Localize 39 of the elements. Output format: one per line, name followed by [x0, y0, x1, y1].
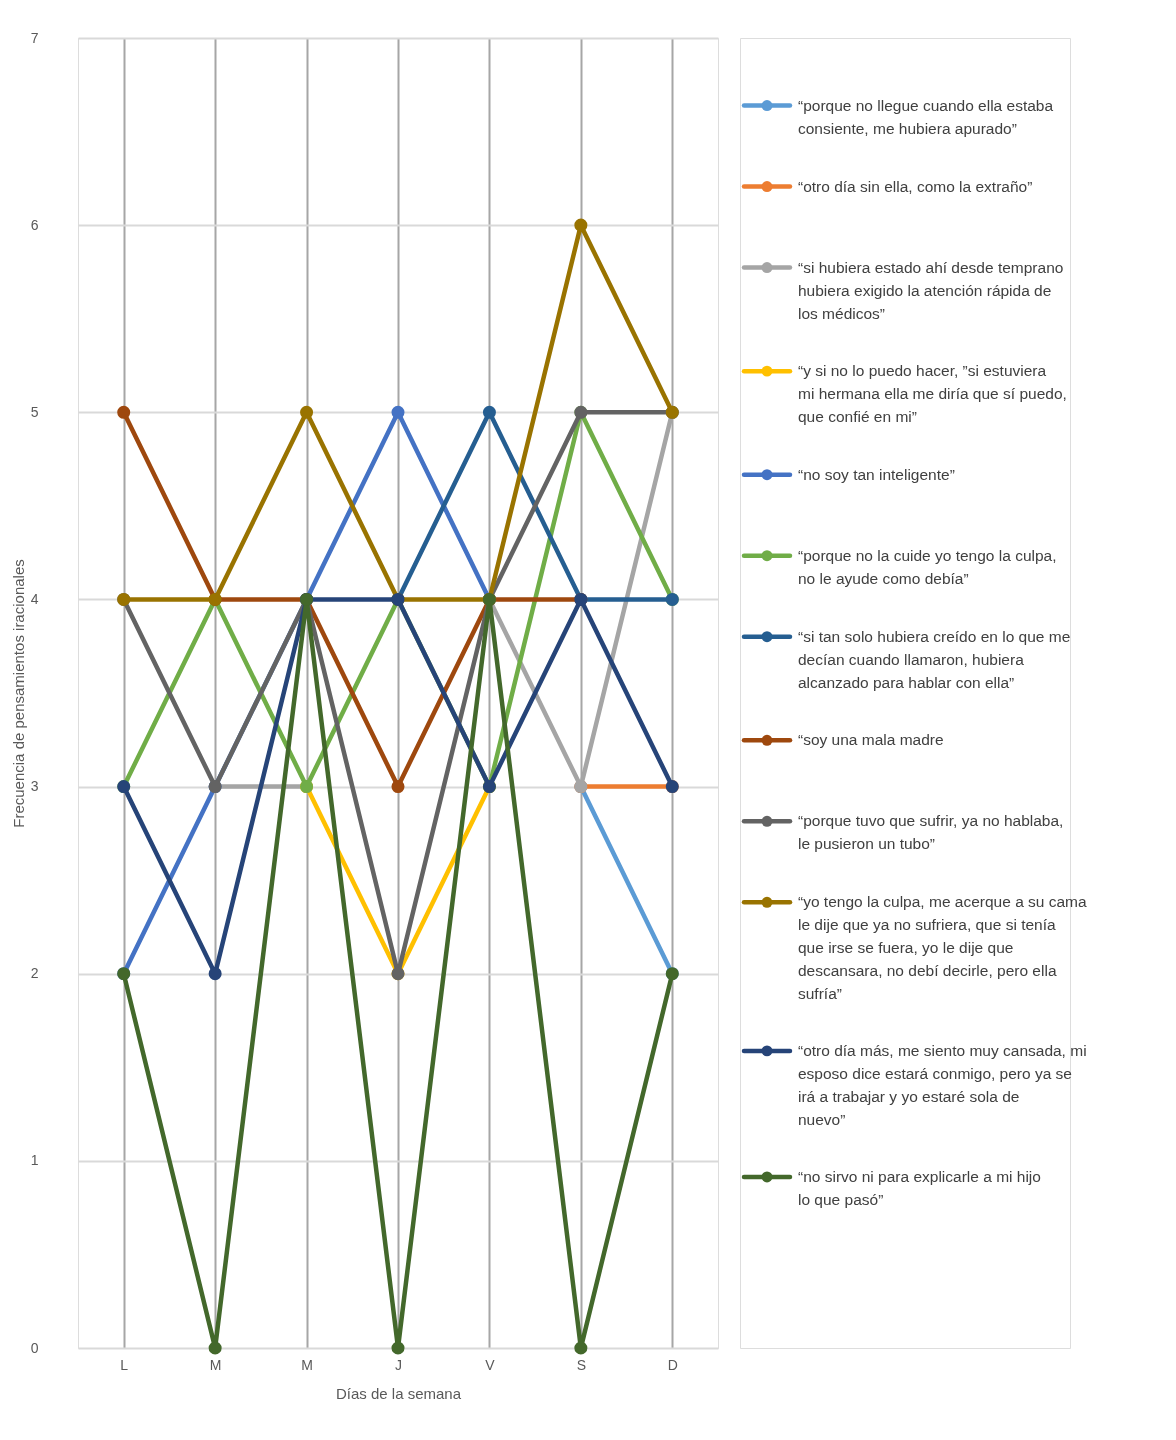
y-tick-label: 0	[30, 1339, 39, 1356]
x-axis-title: Días de la semana	[335, 1384, 462, 1402]
legend-label: “no sirvo ni para explicarle a mi hijo lo que pasó”	[798, 1167, 1041, 1208]
point	[391, 405, 405, 419]
point	[300, 405, 314, 419]
y-tick-label: 2	[30, 965, 39, 982]
y-tick-label: 5	[30, 403, 39, 420]
x-tick-label: M	[301, 1356, 313, 1373]
x-tick-label: S	[576, 1356, 587, 1373]
legend-label: “porque no llegue cuando ella estaba consiente, me hubiera apurado”	[798, 96, 1054, 137]
x-tick-label: V	[485, 1356, 496, 1373]
x-tick-label: D	[667, 1356, 678, 1373]
legend-label: “otro día sin ella, como la extraño”	[798, 177, 1033, 195]
legend-label: “no soy tan inteligente”	[798, 465, 955, 483]
point	[391, 1341, 405, 1355]
point	[117, 405, 131, 419]
legend-label: “porque no la cuide yo tengo la culpa, no le ayude como debía”	[798, 546, 1057, 587]
legend-label: “yo tengo la culpa, me acerque a su cama le dije que ya no sufriera, que si tenía que irse se fuera, yo le dije que descansara, no debí decirle, pero ella sufría”	[798, 893, 1088, 1003]
y-tick-label: 4	[30, 590, 39, 607]
y-tick-label: 1	[30, 1152, 39, 1169]
legend-label: “soy una mala madre	[798, 731, 944, 749]
y-tick-label: 3	[30, 778, 39, 795]
y-axis-title: Frecuencia de pensamientos iracionales	[9, 559, 27, 828]
legend-label: “y si no lo puedo hacer, ”si estuviera mi hermana ella me diría que sí puedo, que confié en mi”	[798, 362, 1067, 426]
point	[574, 1341, 588, 1355]
legend-label: “porque tuvo que sufrir, ya no hablaba, le pusieron un tubo”	[798, 812, 1064, 853]
legend-label: “si hubiera estado ahí desde temprano hubiera exigido la atención rápida de los médicos”	[798, 258, 1064, 322]
point	[482, 405, 496, 419]
x-tick-label: J	[395, 1356, 402, 1373]
legend-label: “otro día más, me siento muy cansada, mi esposo dice estará conmigo, pero ya se irá a trabajar y yo estaré sola de nuevo”	[798, 1041, 1087, 1128]
y-tick-label: 7	[30, 29, 39, 46]
x-tick-label: M	[209, 1356, 222, 1373]
point	[208, 967, 222, 981]
point	[574, 218, 588, 232]
x-tick-label: L	[120, 1356, 129, 1373]
point	[208, 1341, 222, 1355]
y-tick-label: 6	[30, 216, 39, 233]
point	[391, 780, 405, 794]
legend-label: “si tan solo hubiera creído en lo que me decían cuando llamaron, hubiera alcanzado para hablar con ella”	[798, 627, 1071, 691]
